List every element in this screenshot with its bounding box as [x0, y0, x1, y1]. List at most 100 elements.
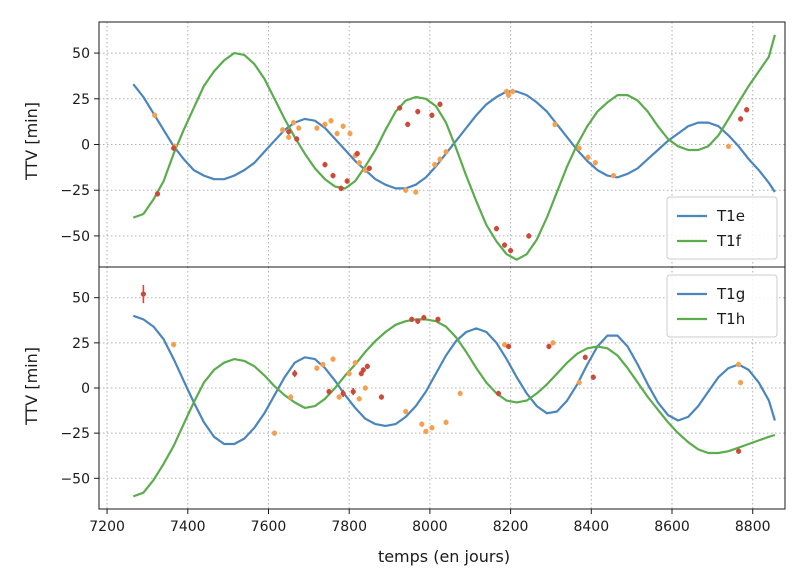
measurement-point	[334, 130, 340, 137]
measurement-point	[346, 370, 352, 377]
measurement-point	[585, 154, 591, 160]
measurement-point	[152, 112, 158, 118]
x-tick-label: 8800	[735, 519, 771, 535]
measurement-point	[552, 121, 558, 127]
measurement-point	[354, 151, 360, 157]
measurement-point	[330, 356, 336, 362]
measurement-point	[294, 136, 300, 142]
series-bottom	[132, 314, 776, 498]
measurement-point	[344, 178, 350, 184]
measurement-point	[336, 394, 342, 400]
measurement-point	[582, 354, 588, 360]
measurement-point	[378, 394, 385, 400]
measurement-point	[288, 394, 294, 400]
measurement-point	[550, 340, 556, 346]
measurement-point	[340, 123, 346, 129]
x-tick-label: 8600	[654, 519, 690, 535]
legend-box	[666, 196, 778, 260]
measurement-point	[590, 374, 596, 380]
y-tick-label: 25	[72, 336, 90, 352]
measurement-point	[409, 316, 415, 322]
series-line-t1f	[132, 34, 776, 261]
measurement-point	[405, 121, 411, 127]
measurement-point	[432, 162, 438, 168]
measurement-point	[546, 343, 552, 350]
x-tick-label: 7800	[331, 519, 367, 535]
measurement-point	[362, 167, 368, 173]
measurement-point	[360, 367, 366, 373]
measurement-point	[154, 191, 161, 197]
measurement-point	[171, 342, 177, 348]
measurement-point	[140, 291, 146, 297]
measurement-point	[423, 428, 429, 434]
measurement-point	[347, 130, 353, 137]
measurement-point	[413, 189, 419, 195]
measurement-point	[443, 149, 449, 155]
measurement-point	[437, 101, 443, 107]
measurement-point	[744, 107, 750, 113]
measurement-point	[322, 121, 328, 127]
series-top	[132, 34, 776, 261]
y-tick-label: 25	[72, 92, 90, 108]
measurement-point	[415, 318, 421, 324]
measurement-point	[340, 390, 346, 397]
measurement-point	[738, 116, 744, 122]
measurement-point	[435, 316, 441, 322]
measurement-point	[292, 370, 298, 377]
measurement-point	[352, 360, 358, 366]
measurement-point	[501, 342, 508, 348]
measurement-point	[738, 379, 744, 386]
y-tick-label: −50	[60, 229, 90, 245]
series-line-t1g	[132, 314, 776, 446]
measurement-point	[356, 160, 362, 166]
x-tick-label: 7200	[89, 519, 125, 535]
measurement-point	[493, 226, 500, 232]
y-axis-label-top: TTV [min]	[22, 102, 41, 181]
measurement-point	[437, 156, 443, 162]
measurement-point	[501, 242, 508, 248]
measurement-point	[326, 389, 332, 395]
panel-frame	[98, 266, 786, 510]
legend-label: T1e	[716, 207, 745, 225]
measurement-point	[322, 162, 328, 168]
measurement-point	[290, 119, 297, 126]
y-tick-label: 50	[72, 46, 90, 62]
x-tick-label: 7600	[251, 519, 287, 535]
x-tick-label: 8000	[412, 519, 448, 535]
legend-box	[666, 274, 778, 338]
measurement-point	[286, 134, 292, 140]
measurement-point	[505, 343, 512, 350]
measurement-point	[592, 160, 598, 166]
measurement-point	[429, 425, 435, 431]
measurement-point	[397, 105, 403, 111]
measurement-point	[735, 361, 742, 368]
y-tick-label: 0	[81, 138, 90, 154]
y-tick-label: −25	[60, 426, 90, 442]
measurement-point	[610, 172, 617, 179]
measurement-point	[495, 390, 502, 397]
x-ticks: 7200 7400 7600 7800 8000 8200 8400 8600 8800	[89, 509, 771, 535]
measurement-point	[328, 118, 334, 124]
measurement-point	[314, 125, 320, 131]
measurement-point	[320, 361, 326, 368]
measurement-point	[576, 379, 582, 386]
measurement-point	[350, 389, 356, 395]
legend-label: T1h	[716, 310, 745, 328]
y-tick-label: −25	[60, 183, 90, 199]
measurement-point	[314, 365, 320, 371]
measurement-point	[338, 185, 344, 191]
y-tick-label: 0	[81, 381, 90, 397]
x-tick-label: 7400	[170, 519, 206, 535]
measurement-point	[364, 363, 370, 369]
measurement-point	[330, 172, 336, 179]
measurement-point	[366, 165, 372, 171]
measurement-point	[171, 145, 177, 151]
measurements-bottom	[140, 285, 744, 454]
measurement-point	[419, 421, 425, 427]
measurement-point	[296, 125, 302, 131]
measurement-point	[505, 92, 512, 98]
measurement-point	[510, 88, 516, 95]
